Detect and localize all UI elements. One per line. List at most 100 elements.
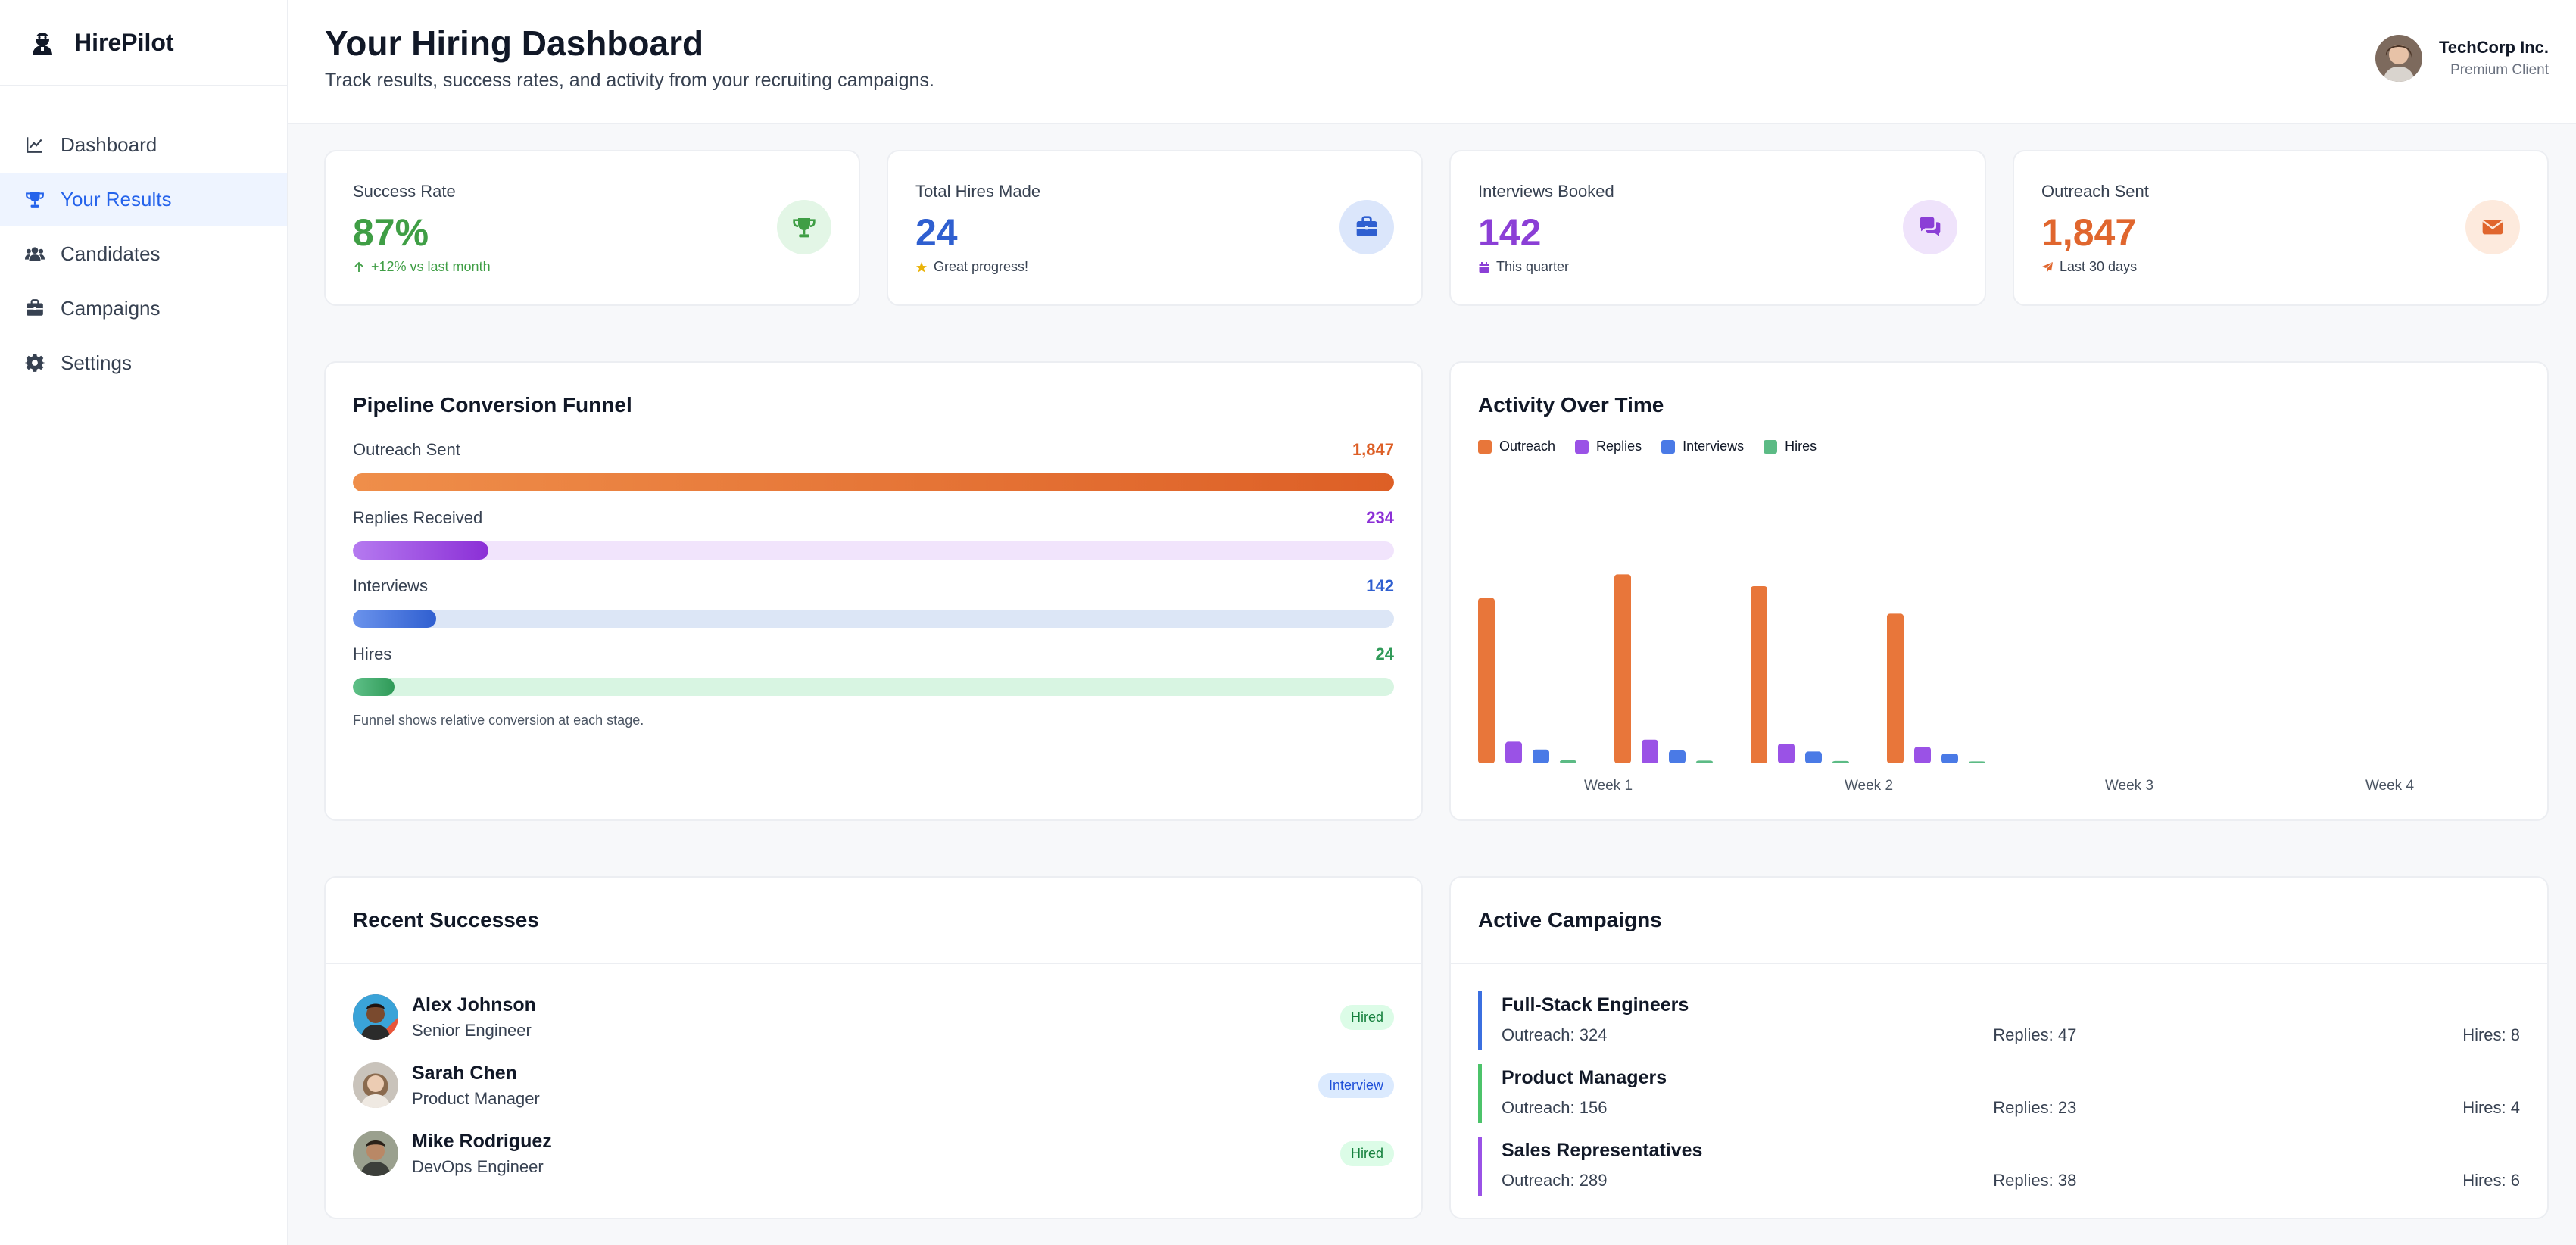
funnel-stage-label: Outreach Sent [353,440,460,459]
chart-line-icon [24,134,45,155]
user-role: Premium Client [2450,62,2549,78]
bar-hires-1[interactable] [1560,760,1576,763]
bar-outreach-3[interactable] [1751,586,1767,763]
x-tick-label: Week 1 [1584,778,1633,794]
funnel-track [353,473,1394,491]
card-title: Pipeline Conversion Funnel [353,393,632,417]
campaign-name: Product Managers [1502,1067,1667,1088]
brand-name: HirePilot [74,28,174,56]
bar-interviews-4[interactable] [1941,754,1958,763]
list-item[interactable]: Alex Johnson Senior Engineer Hired [353,993,1394,1041]
stat-note: Great progress! [915,259,1028,275]
stat-label: Interviews Booked [1478,182,1614,201]
star-icon [916,261,927,272]
user-name: TechCorp Inc. [2438,38,2549,57]
list-item[interactable]: Sarah Chen Product Manager Interview [353,1061,1394,1109]
legend-item-replies[interactable]: Replies [1575,438,1642,454]
legend-label: Hires [1785,438,1817,454]
campaign-outreach: Outreach: 156 [1502,1098,1608,1117]
sidebar-item-candidates[interactable]: Candidates [0,227,287,280]
divider [1451,963,2547,964]
stat-label: Outreach Sent [2041,182,2149,201]
stat-label: Total Hires Made [915,182,1041,201]
funnel-stage-label: Replies Received [353,508,483,527]
campaign-outreach: Outreach: 289 [1502,1171,1608,1190]
activity-bar-chart: Week 1 Week 2 Week 3 Week 4 [1478,574,2415,794]
users-icon [24,243,45,264]
avatar [353,1131,398,1176]
activity-chart-card: Activity Over Time Outreach Replies Inte… [1449,361,2549,821]
legend-swatch [1478,439,1492,454]
trophy-icon [24,189,45,210]
person-name: Alex Johnson [412,994,536,1016]
sidebar-item-settings[interactable]: Settings [0,336,287,389]
campaign-replies: Replies: 23 [1993,1098,2077,1117]
campaign-hires: Hires: 8 [2462,1025,2520,1044]
legend-item-outreach[interactable]: Outreach [1478,438,1555,454]
stat-value: 142 [1478,211,1542,254]
person-role: DevOps Engineer [412,1156,544,1176]
sidebar-item-your-results[interactable]: Your Results [0,173,287,226]
bar-hires-4[interactable] [1969,761,1985,763]
stat-note-text: Great progress! [934,259,1029,274]
trophy-icon [777,200,831,254]
stat-value: 87% [353,211,429,254]
bar-replies-3[interactable] [1778,744,1795,763]
funnel-stage-outreach: Outreach Sent 1,847 [353,440,1394,491]
stat-card-total-hires: Total Hires Made 24 Great progress! [887,150,1423,306]
legend-label: Replies [1596,438,1642,454]
bar-interviews-2[interactable] [1669,750,1686,763]
sidebar-item-campaigns[interactable]: Campaigns [0,282,287,335]
campaign-item-full-stack-engineers[interactable]: Full-Stack Engineers Outreach: 324 Repli… [1478,991,2520,1050]
funnel-stage-value: 142 [1366,576,1394,595]
bar-replies-4[interactable] [1914,747,1931,763]
legend-item-hires[interactable]: Hires [1764,438,1817,454]
campaign-name: Full-Stack Engineers [1502,994,1689,1016]
page-title: Your Hiring Dashboard [325,23,704,63]
legend-swatch [1661,439,1676,454]
stat-note: +12% vs last month [353,259,491,275]
x-tick-label: Week 4 [2365,778,2415,794]
bar-hires-2[interactable] [1696,760,1713,763]
bar-replies-2[interactable] [1642,739,1658,763]
sidebar: HirePilot Dashboard Your Results Candida… [0,0,288,1245]
bar-interviews-3[interactable] [1805,751,1822,763]
stat-card-outreach-sent: Outreach Sent 1,847 Last 30 days [2013,150,2549,306]
sidebar-item-label: Campaigns [61,296,161,320]
page-subtitle: Track results, success rates, and activi… [325,70,934,91]
user-menu[interactable]: TechCorp Inc. Premium Client [2375,35,2549,82]
bar-outreach-2[interactable] [1614,574,1631,763]
x-tick-label: Week 3 [2105,778,2153,794]
sidebar-item-dashboard[interactable]: Dashboard [0,118,287,171]
x-tick-label: Week 2 [1845,778,1893,794]
brand[interactable]: HirePilot [0,0,287,86]
funnel-stage-interviews: Interviews 142 [353,576,1394,628]
funnel-note: Funnel shows relative conversion at each… [353,713,644,728]
status-badge: Hired [1339,1140,1394,1166]
status-badge: Interview [1318,1072,1394,1098]
list-item[interactable]: Mike Rodriguez DevOps Engineer Hired [353,1129,1394,1178]
gear-icon [24,352,45,373]
campaign-outreach: Outreach: 324 [1502,1025,1608,1044]
stat-note: This quarter [1478,259,1569,275]
legend-item-interviews[interactable]: Interviews [1661,438,1744,454]
campaign-item-sales-representatives[interactable]: Sales Representatives Outreach: 289 Repl… [1478,1137,2520,1196]
stat-note-text: This quarter [1496,259,1570,274]
bar-hires-3[interactable] [1832,760,1849,763]
bar-interviews-1[interactable] [1533,749,1549,763]
funnel-stage-replies: Replies Received 234 [353,508,1394,560]
stat-value: 1,847 [2041,211,2137,254]
arrow-up-icon [354,261,363,272]
bar-outreach-1[interactable] [1478,598,1495,763]
recent-successes-card: Recent Successes Alex Johnson Senior Eng… [324,876,1423,1219]
calendar-icon [1479,261,1489,273]
user-info: TechCorp Inc. Premium Client [2439,38,2549,79]
campaign-replies: Replies: 47 [1993,1025,2077,1044]
bar-outreach-4[interactable] [1887,613,1904,763]
avatar [353,1062,398,1108]
funnel-stage-hires: Hires 24 [353,644,1394,696]
campaign-item-product-managers[interactable]: Product Managers Outreach: 156 Replies: … [1478,1064,2520,1123]
person-name: Sarah Chen [412,1062,517,1084]
bar-replies-1[interactable] [1505,741,1522,763]
funnel-fill [353,541,488,560]
